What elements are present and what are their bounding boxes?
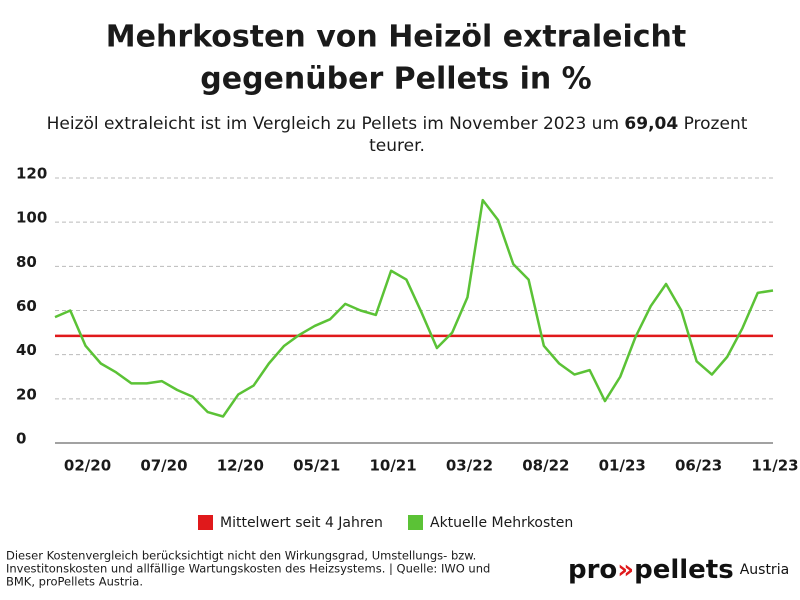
x-tick-label: 11/23 <box>751 457 798 475</box>
chart-title: Mehrkosten von Heizöl extraleicht <box>106 20 686 55</box>
y-tick-label: 60 <box>16 297 37 315</box>
logo: pro»pellets Austria <box>568 555 789 585</box>
logo-part: pellets <box>634 555 734 585</box>
data-line <box>54 198 774 418</box>
legend-swatch <box>198 515 213 530</box>
footnote: Investitonskosten und allfällige Wartung… <box>6 562 490 576</box>
subtitle-text: Prozent <box>678 114 748 134</box>
y-tick-label: 120 <box>16 165 47 183</box>
y-tick-label: 20 <box>16 385 37 403</box>
logo-suffix: Austria <box>740 562 789 578</box>
x-tick-label: 01/23 <box>599 457 646 475</box>
legend-swatch <box>408 515 423 530</box>
subtitle-text: Heizöl extraleicht ist im Vergleich zu P… <box>47 114 625 134</box>
footnote: BMK, proPellets Austria. <box>6 575 143 589</box>
y-tick-label: 0 <box>16 430 26 448</box>
y-tick-label: 40 <box>16 341 37 359</box>
x-tick-label: 06/23 <box>675 457 722 475</box>
x-tick-label: 02/20 <box>64 457 111 475</box>
x-tick-label: 12/20 <box>217 457 264 475</box>
y-tick-label: 100 <box>16 209 47 227</box>
x-tick-label: 05/21 <box>293 457 340 475</box>
chart-title: gegenüber Pellets in % <box>200 62 591 97</box>
x-tick-label: 08/22 <box>522 457 569 475</box>
legend-label: Aktuelle Mehrkosten <box>430 515 573 531</box>
logo-arrow: » <box>617 555 634 585</box>
x-tick-label: 10/21 <box>369 457 416 475</box>
legend-label: Mittelwert seit 4 Jahren <box>220 515 383 531</box>
y-tick-label: 80 <box>16 253 37 271</box>
logo-part: pro <box>568 555 617 585</box>
x-tick-label: 03/22 <box>446 457 493 475</box>
footnote: Dieser Kostenvergleich berücksichtigt ni… <box>6 549 476 563</box>
x-tick-label: 07/20 <box>140 457 187 475</box>
subtitle: Heizöl extraleicht ist im Vergleich zu P… <box>47 114 748 134</box>
subtitle-highlight: 69,04 <box>624 114 678 134</box>
subtitle: teurer. <box>369 136 425 156</box>
